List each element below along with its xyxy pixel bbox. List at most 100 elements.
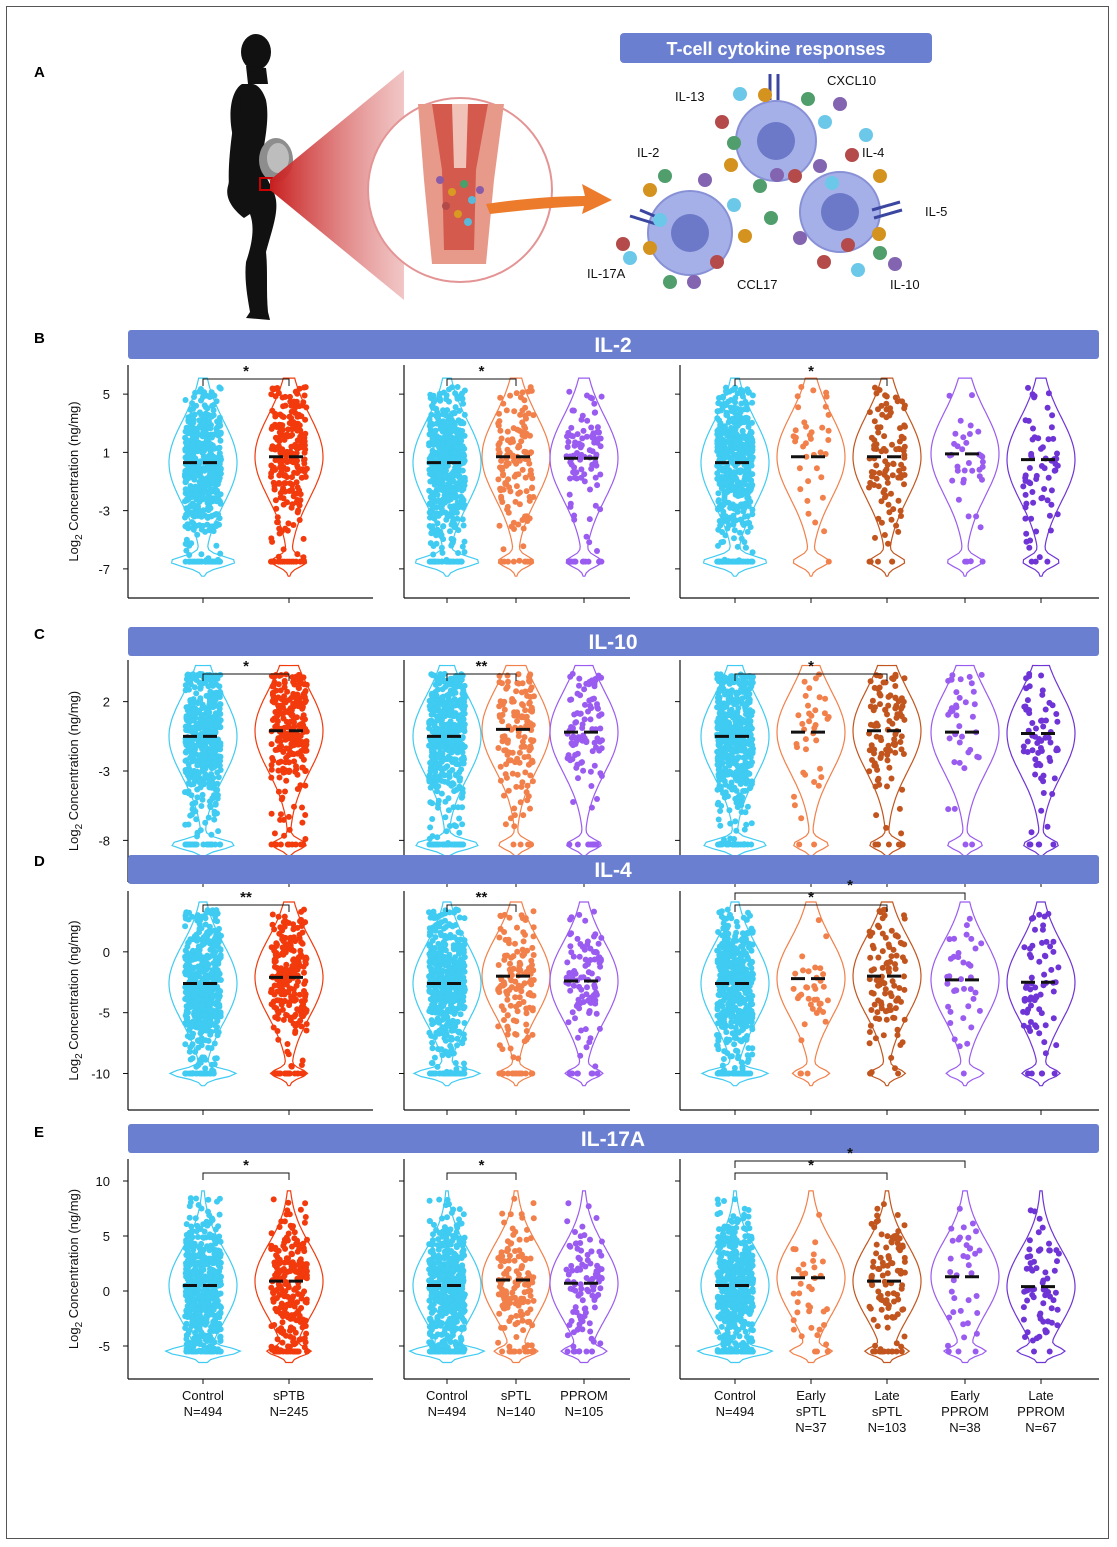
data-point — [888, 775, 895, 782]
data-point — [1020, 483, 1027, 490]
data-point — [296, 722, 303, 729]
data-point — [725, 558, 731, 565]
data-point — [1051, 775, 1058, 782]
data-point — [579, 412, 586, 419]
data-point — [282, 736, 289, 743]
data-point — [800, 443, 807, 450]
data-point — [528, 684, 535, 691]
data-point — [438, 544, 445, 551]
data-point — [212, 748, 219, 755]
data-point — [739, 726, 746, 733]
arrow-icon — [486, 184, 612, 214]
data-point — [798, 815, 805, 822]
data-point — [446, 691, 453, 697]
data-point — [739, 456, 746, 462]
data-point — [734, 804, 741, 811]
data-point — [459, 786, 466, 792]
data-point — [428, 530, 435, 537]
data-point — [459, 804, 466, 811]
data-point — [869, 757, 875, 763]
data-point — [723, 402, 730, 408]
data-point — [567, 475, 573, 482]
data-point — [734, 768, 741, 775]
data-point — [447, 418, 454, 425]
data-point — [444, 756, 451, 762]
data-point — [585, 558, 592, 565]
data-point — [587, 768, 594, 775]
data-point — [879, 411, 886, 418]
data-point — [513, 783, 520, 790]
data-point — [526, 699, 533, 706]
data-point — [819, 494, 826, 501]
data-point — [185, 464, 192, 471]
data-point — [798, 384, 805, 390]
data-point — [813, 737, 820, 744]
panel-a-illustration: A — [34, 33, 947, 320]
data-point — [1042, 706, 1049, 713]
data-point — [189, 442, 196, 449]
significance-stars: * — [808, 658, 814, 675]
subplot-2 — [399, 660, 630, 887]
data-point — [511, 408, 518, 415]
data-point — [185, 790, 192, 797]
data-point — [511, 812, 518, 819]
data-point — [456, 775, 463, 782]
data-point — [717, 822, 724, 829]
data-point — [459, 516, 466, 523]
data-point — [454, 472, 461, 478]
data-point — [510, 425, 517, 432]
data-point — [749, 471, 756, 478]
data-point — [979, 458, 986, 465]
data-point — [505, 509, 512, 516]
data-point — [198, 551, 205, 558]
data-point — [514, 718, 521, 724]
data-point — [901, 454, 908, 461]
data-point — [500, 471, 507, 478]
data-point — [520, 812, 527, 819]
data-point — [594, 548, 600, 554]
data-point — [497, 777, 504, 784]
data-point — [497, 427, 504, 434]
data-point — [188, 509, 195, 516]
data-point — [1021, 703, 1028, 710]
data-point — [183, 547, 190, 554]
data-point — [825, 427, 832, 434]
data-point — [726, 680, 733, 687]
data-point — [190, 526, 197, 533]
data-point — [963, 439, 970, 446]
data-point — [186, 719, 193, 726]
data-point — [276, 438, 283, 445]
data-point — [294, 437, 301, 444]
data-point — [729, 415, 736, 422]
data-point — [741, 505, 748, 512]
data-point — [588, 424, 595, 431]
data-point — [715, 408, 721, 415]
y-axis-label: Log2 Concentration (ng/mg) — [66, 691, 85, 851]
data-point — [186, 775, 193, 782]
data-point — [185, 671, 191, 678]
data-point — [745, 423, 752, 430]
data-point — [195, 770, 202, 777]
data-point — [1031, 394, 1038, 401]
data-point — [527, 772, 534, 779]
data-point — [268, 774, 275, 781]
data-point — [749, 506, 756, 513]
data-point — [739, 427, 746, 434]
data-point — [271, 715, 278, 722]
data-point — [1025, 384, 1031, 391]
data-point — [204, 707, 211, 714]
data-point — [720, 755, 727, 761]
data-point — [715, 799, 722, 806]
data-point — [204, 841, 211, 848]
data-point — [594, 701, 600, 708]
data-point — [576, 682, 582, 689]
data-point — [745, 770, 752, 777]
data-points — [564, 670, 605, 848]
data-point — [510, 519, 517, 526]
data-point — [454, 464, 461, 471]
data-point — [737, 467, 744, 474]
data-point — [205, 814, 212, 821]
data-point — [188, 425, 195, 432]
data-point — [727, 707, 733, 714]
data-point — [715, 506, 722, 513]
